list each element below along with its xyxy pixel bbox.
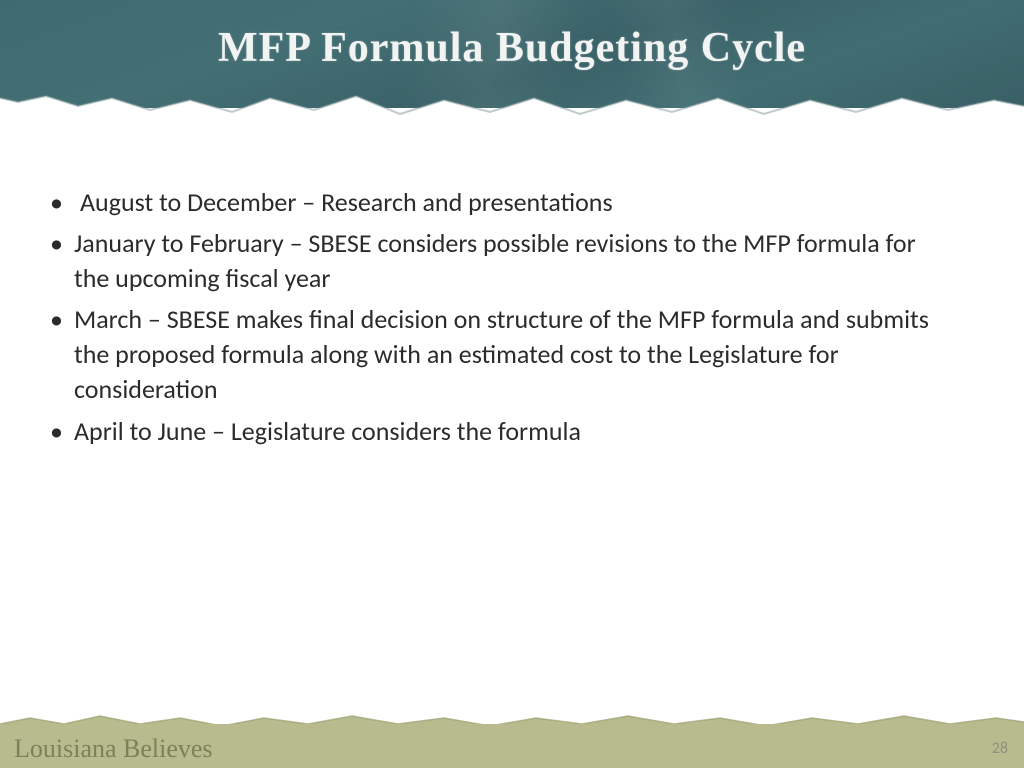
list-item: January to February – SBESE considers po…: [40, 226, 954, 296]
page-number: 28: [992, 739, 1008, 758]
footer-text: Louisiana Believes: [14, 734, 213, 764]
slide-title: MFP Formula Budgeting Cycle: [0, 24, 1024, 72]
list-item: April to June – Legislature considers th…: [40, 414, 954, 449]
list-item: August to December – Research and presen…: [40, 185, 954, 220]
bullet-list: August to December – Research and presen…: [40, 185, 954, 455]
slide: MFP Formula Budgeting Cycle August to De…: [0, 0, 1024, 768]
list-item: March – SBESE makes final decision on st…: [40, 302, 954, 407]
